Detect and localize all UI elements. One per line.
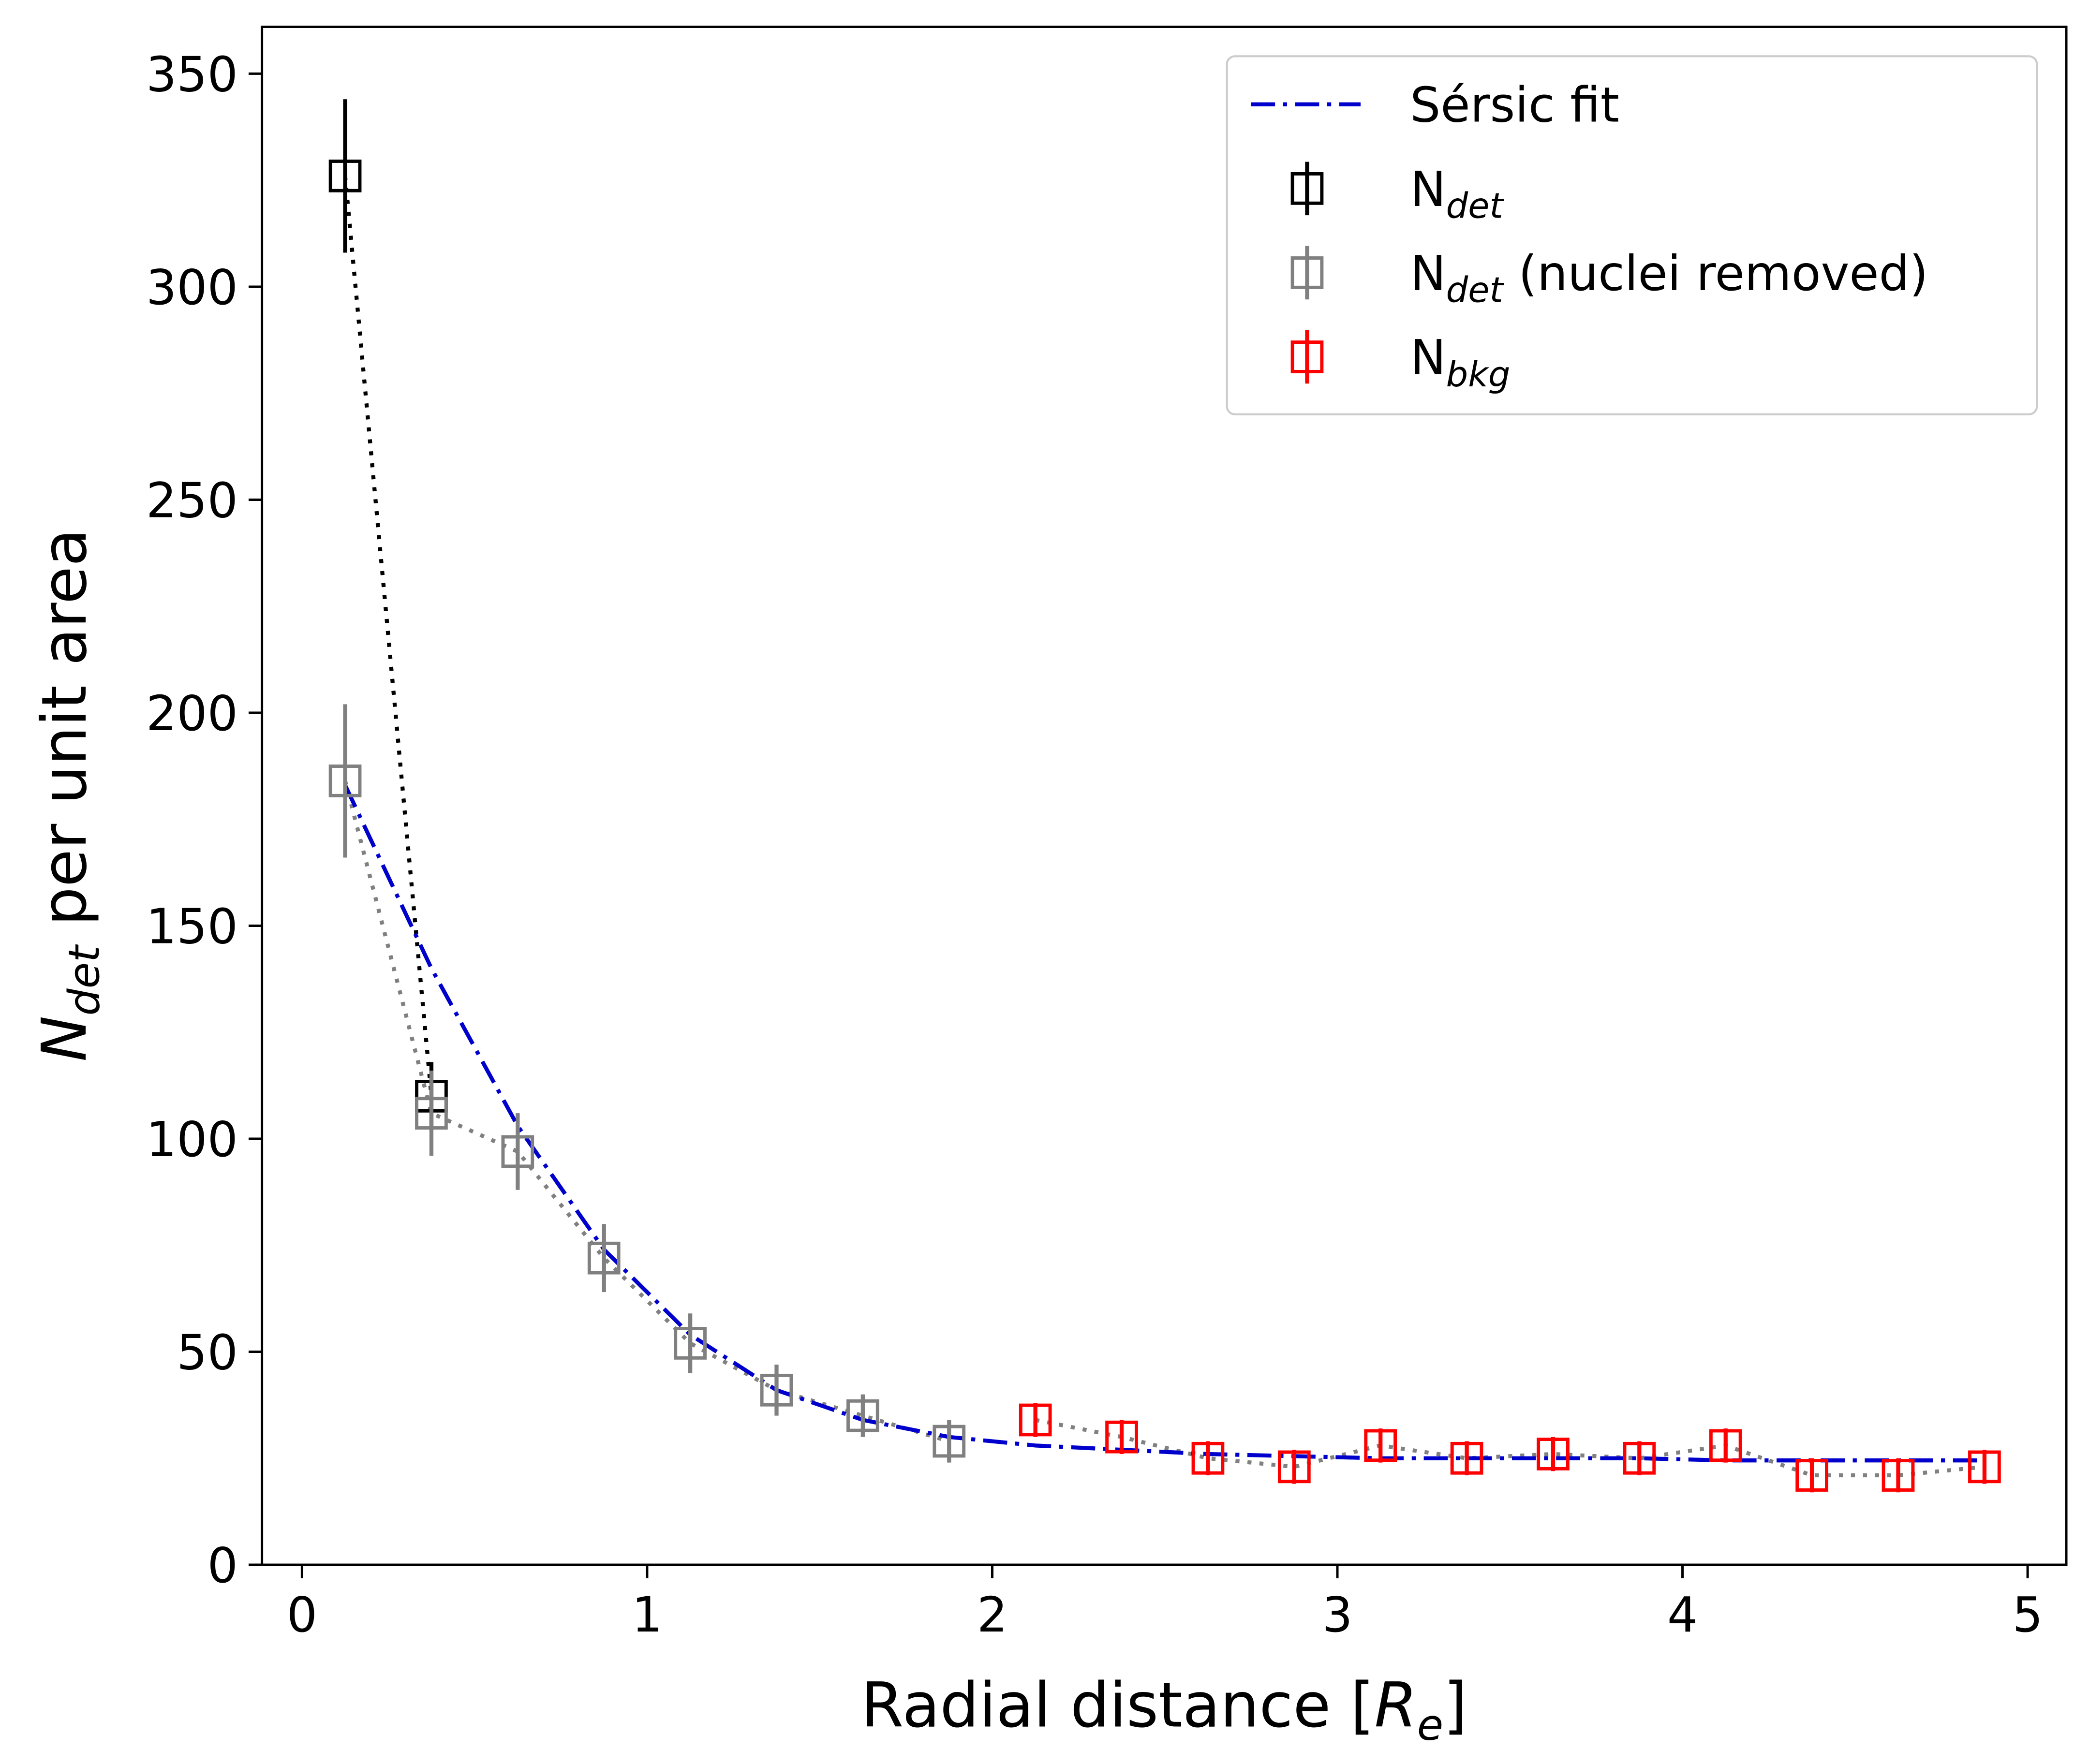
x-label-part: Radial distance [ [861,1669,1375,1741]
connecting-line [1035,1418,1985,1478]
y-axis-label: Ndet per unit area [29,529,109,1061]
legend-subscript: det [1446,186,1505,226]
x-tick-label: 5 [2012,1588,2043,1643]
x-label-part: R [1374,1669,1417,1741]
x-tick-label: 4 [1667,1588,1698,1643]
legend-label: Nbkg [1410,330,1510,395]
x-tick-label: 3 [1322,1588,1352,1643]
y-tick-label: 0 [207,1538,238,1594]
legend-label: Ndet [1410,162,1504,226]
axes-frame [261,26,2068,1566]
legend-label: Sérsic fit [1410,78,1619,133]
marker [1968,1450,2001,1484]
marker [846,1399,879,1432]
legend-marker [1290,256,1324,289]
y-tick-label: 150 [146,899,238,955]
y-label-part: det [59,944,109,1016]
x-label-part: e [1417,1700,1443,1750]
y-label-part: per unit area [29,529,100,945]
marker [1277,1450,1311,1484]
legend-marker [1290,172,1324,205]
marker [1364,1429,1397,1462]
x-tick-label: 1 [632,1588,662,1643]
marker [1105,1420,1138,1454]
legend-suffix: (nuclei removed) [1503,246,1928,302]
marker [328,160,362,192]
legend-name: N [1410,330,1446,386]
connecting-line [343,176,434,1097]
x-tick-label: 0 [287,1588,317,1643]
x-label-part: ] [1443,1669,1467,1741]
legend-subscript: det [1446,270,1505,310]
marker [1709,1429,1742,1462]
legend-name: N [1410,246,1446,302]
marker [933,1425,966,1458]
marker [415,1097,448,1130]
legend-name: N [1410,162,1446,218]
marker [1019,1403,1052,1437]
marker [1450,1441,1483,1475]
y-tick-label: 350 [146,47,238,103]
marker [1623,1441,1656,1475]
plot-area [328,99,2001,1493]
y-label-part: N [29,1015,100,1061]
y-tick-label: 100 [146,1112,238,1168]
marker [1882,1459,1915,1492]
marker [1537,1438,1570,1470]
legend-subscript: bkg [1446,354,1511,395]
marker [1795,1459,1828,1492]
marker [501,1135,534,1168]
legend-label: Ndet (nuclei removed) [1410,246,1928,310]
marker [587,1241,621,1275]
legend-box [1226,55,2038,415]
marker [760,1373,793,1407]
x-tick-label: 2 [977,1588,1007,1643]
y-tick-label: 200 [146,686,238,742]
marker [1191,1441,1225,1475]
y-tick-label: 300 [146,260,238,316]
y-tick-label: 250 [146,473,238,529]
marker [328,764,362,797]
legend-marker [1290,340,1324,373]
y-tick-label: 50 [177,1325,238,1381]
x-axis-label: Radial distance [Re] [861,1669,1467,1750]
marker [674,1327,707,1360]
